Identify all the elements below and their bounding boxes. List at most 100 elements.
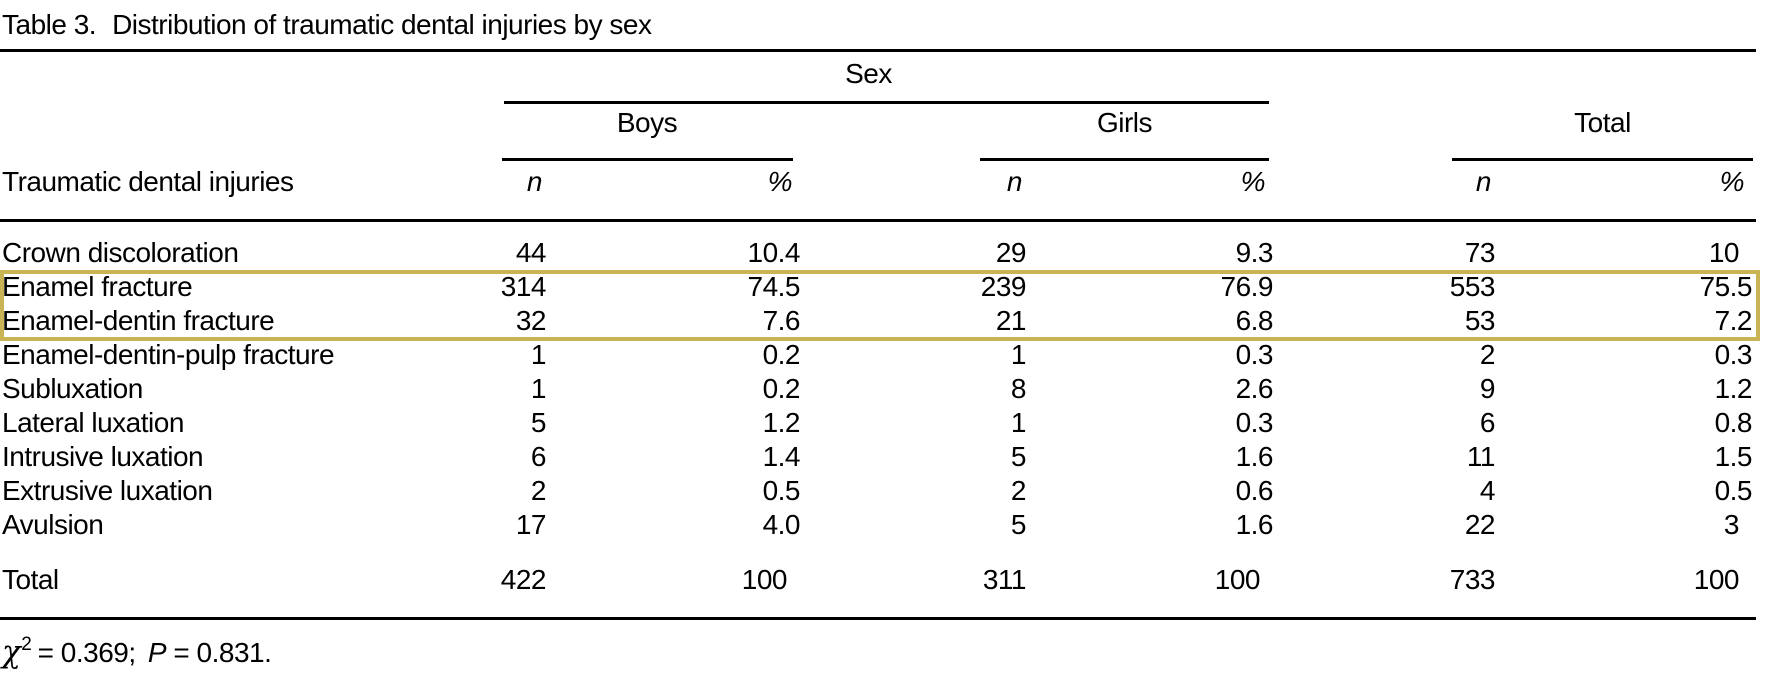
- cell-value: 0.6: [1235, 475, 1274, 506]
- table-row: Subluxation 1 0.2 8 2.6 9 1.2: [0, 372, 1756, 406]
- cell-value: 0.3: [1714, 339, 1753, 370]
- sex-underline-rule: [504, 100, 1269, 104]
- row-label: Intrusive luxation: [2, 441, 204, 472]
- cell-value: 17: [515, 509, 547, 540]
- cell-value: 4.0: [762, 509, 801, 540]
- table-title: Table 3. Distribution of traumatic dental…: [0, 0, 1770, 49]
- cell-value: 1.4: [762, 441, 801, 472]
- table-caption: Distribution of traumatic dental injurie…: [112, 9, 652, 40]
- cell-value: 6: [530, 441, 547, 472]
- cell-value: 29: [995, 237, 1027, 268]
- p-value: = 0.831.: [173, 637, 272, 668]
- table-row: Intrusive luxation 6 1.4 5 1.6 11 1.5: [0, 440, 1756, 474]
- row-label: Total: [2, 563, 59, 595]
- cell-value: 0.8: [1714, 407, 1753, 438]
- total-group-label: Total: [1574, 106, 1631, 138]
- row-label: Enamel-dentin-pulp fracture: [2, 339, 335, 370]
- row-label: Crown discoloration: [2, 237, 239, 268]
- cell-value: 9.3: [1235, 237, 1274, 268]
- cell-value: 1.5: [1714, 441, 1753, 472]
- girls-group-header-cell: Girls: [804, 104, 1277, 161]
- cell-value: 0.3: [1235, 407, 1274, 438]
- table-body: Crown discoloration 44 10.4 29 9.3 73 10 Enamel…: [0, 221, 1756, 543]
- cell-value: 1: [530, 373, 547, 404]
- girls-pct-column-header: %: [1030, 160, 1277, 222]
- cell-value: 8: [1010, 373, 1027, 404]
- cell-value: 2: [530, 475, 547, 506]
- cell-value: 314: [500, 271, 547, 302]
- cell-value: 5: [1010, 509, 1027, 540]
- chi-squared-exponent: 2: [21, 634, 32, 655]
- cell-value: 6.8: [1235, 305, 1274, 336]
- cell-value: 2: [1010, 475, 1027, 506]
- row-label: Lateral luxation: [2, 407, 184, 438]
- row-label: Enamel-dentin fracture: [2, 305, 275, 336]
- cell-value: 0.5: [1714, 475, 1753, 506]
- table-row: Avulsion 17 4.0 5 1.6 22 3: [0, 508, 1756, 542]
- table-row: Crown discoloration 44 10.4 29 9.3 73 10: [0, 221, 1756, 271]
- cell-value: 100: [741, 563, 788, 595]
- cell-value: 4: [1479, 475, 1496, 506]
- row-label: Extrusive luxation: [2, 475, 213, 506]
- girls-n-column-header: n: [804, 160, 1030, 222]
- chi-squared-value: = 0.369;: [37, 637, 136, 668]
- total-row: Total 422 100 311 100 733 100: [0, 542, 1756, 619]
- table-row: Enamel fracture 314 74.5 239 76.9 553 75.5: [0, 270, 1756, 304]
- cell-value: 2: [1479, 339, 1496, 370]
- cell-value: 733: [1449, 563, 1496, 595]
- cell-value: 2.6: [1235, 373, 1274, 404]
- cell-value: 7.2: [1714, 305, 1753, 336]
- empty-cell: [0, 51, 430, 104]
- sex-group-header-cell: Sex: [430, 51, 1277, 104]
- row-label: Subluxation: [2, 373, 143, 404]
- girls-group-label: Girls: [1096, 106, 1153, 138]
- data-table: Sex Boys Girls Total: [0, 49, 1756, 620]
- group-header-row: Boys Girls Total: [0, 104, 1756, 161]
- cell-value: 9: [1479, 373, 1496, 404]
- cell-value: 10: [1708, 237, 1740, 268]
- cell-value: 0.2: [762, 339, 801, 370]
- boys-group-label: Boys: [616, 106, 678, 138]
- row-label: Enamel fracture: [2, 271, 193, 302]
- cell-value: 0.3: [1235, 339, 1274, 370]
- cell-value: 75.5: [1699, 271, 1753, 302]
- table-number: Table 3.: [2, 9, 97, 40]
- cell-value: 1.6: [1235, 441, 1274, 472]
- cell-value: 311: [982, 563, 1027, 595]
- cell-value: 10.4: [747, 237, 801, 268]
- column-header-row: Traumatic dental injuries n % n % n %: [0, 160, 1756, 222]
- cell-value: 44: [515, 237, 547, 268]
- cell-value: 21: [995, 305, 1027, 336]
- p-symbol: P: [147, 637, 167, 668]
- total-underline-rule: [1452, 157, 1753, 161]
- total-n-column-header: n: [1277, 160, 1499, 222]
- table-row: Enamel-dentin fracture 32 7.6 21 6.8 53 7.2: [0, 304, 1756, 338]
- empty-cell: [0, 104, 430, 161]
- boys-pct-column-header: %: [550, 160, 804, 222]
- cell-value: 3: [1723, 509, 1740, 540]
- row-label: Avulsion: [2, 509, 104, 540]
- cell-value: 73: [1464, 237, 1496, 268]
- cell-value: 100: [1214, 563, 1261, 595]
- stats-footnote: χ2 = 0.369; P = 0.831.: [2, 632, 1770, 677]
- cell-value: 422: [500, 563, 547, 595]
- cell-value: 74.5: [747, 271, 801, 302]
- girls-underline-rule: [980, 157, 1269, 161]
- cell-value: 239: [980, 271, 1027, 302]
- table-row: Lateral luxation 5 1.2 1 0.3 6 0.8: [0, 406, 1756, 440]
- cell-value: 1: [530, 339, 547, 370]
- cell-value: 6: [1479, 407, 1496, 438]
- cell-value: 1.2: [762, 407, 801, 438]
- empty-cell: [1277, 51, 1756, 104]
- cell-value: 7.6: [762, 305, 801, 336]
- cell-value: 553: [1449, 271, 1496, 302]
- sex-group-header: Sex: [845, 58, 892, 89]
- cell-value: 5: [1010, 441, 1027, 472]
- cell-value: 5: [530, 407, 547, 438]
- cell-value: 0.2: [762, 373, 801, 404]
- table-row: Extrusive luxation 2 0.5 2 0.6 4 0.5: [0, 474, 1756, 508]
- total-group-header-cell: Total: [1277, 104, 1756, 161]
- cell-value: 76.9: [1220, 271, 1274, 302]
- boys-underline-rule: [502, 157, 793, 161]
